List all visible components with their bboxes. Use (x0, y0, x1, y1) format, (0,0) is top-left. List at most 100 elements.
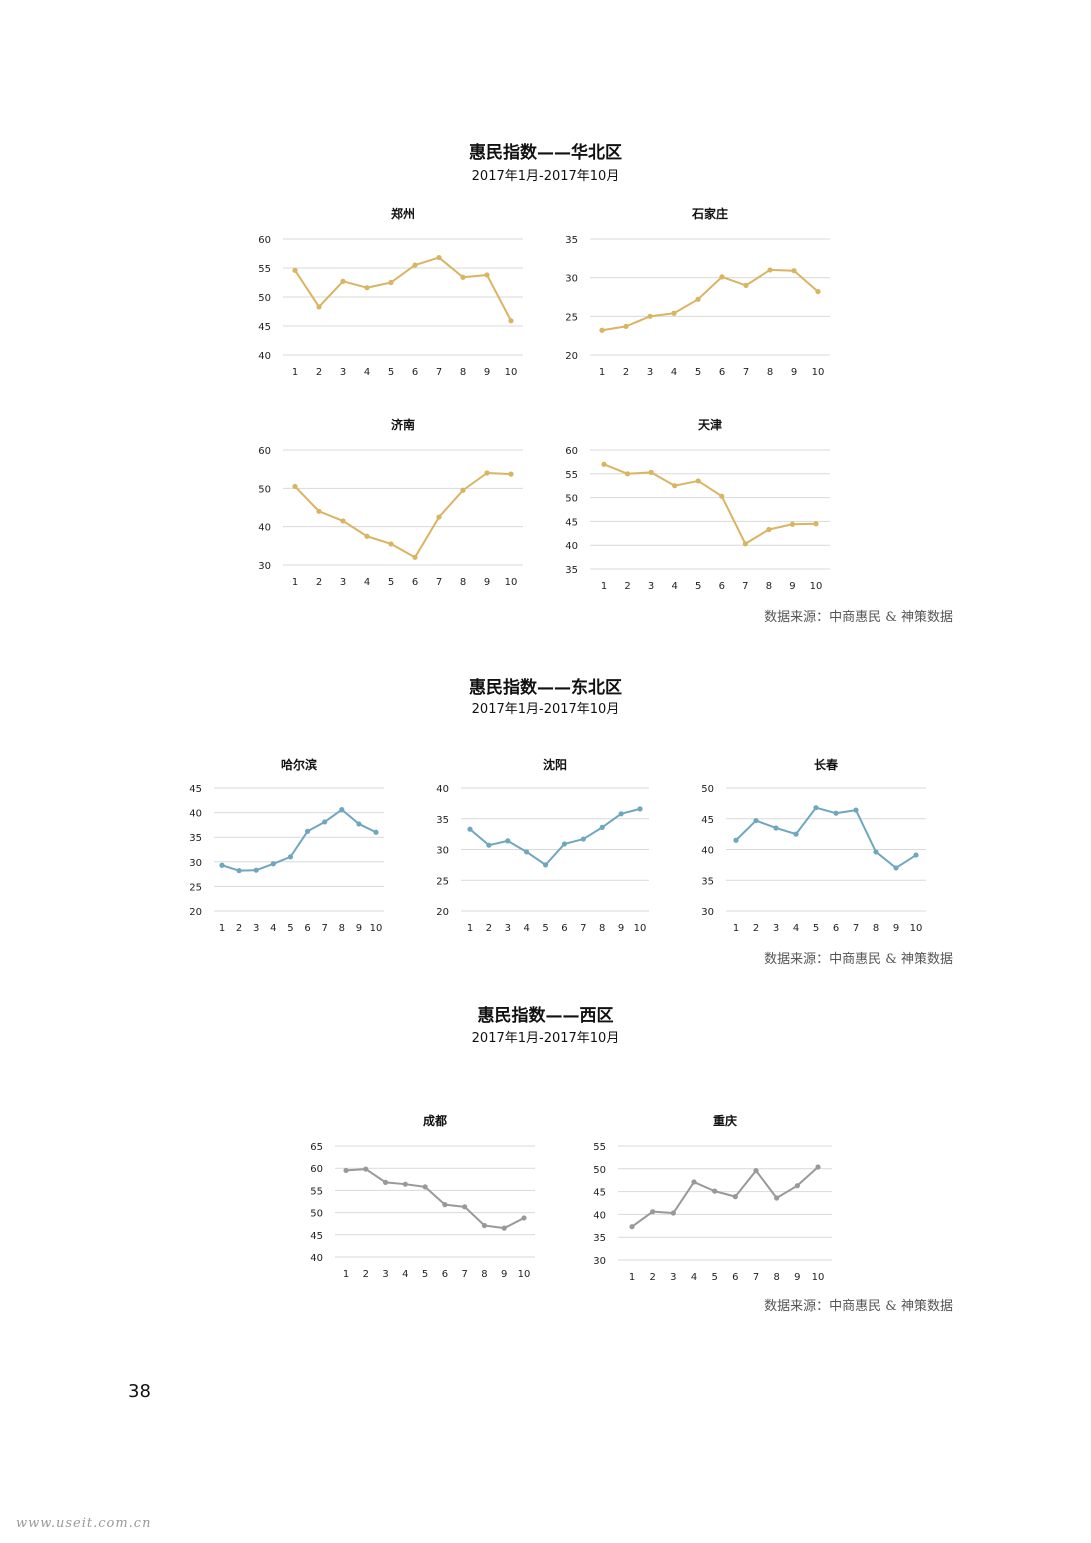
data-point (484, 470, 490, 476)
data-point (322, 819, 328, 825)
data-point (402, 1181, 408, 1187)
data-point (695, 296, 701, 302)
x-tick-label: 3 (647, 367, 653, 378)
data-point (913, 852, 919, 858)
section-title-northeast: 惠民指数——东北区 (469, 678, 622, 698)
x-tick-label: 2 (624, 581, 630, 592)
data-point (695, 478, 701, 484)
y-tick-label: 40 (565, 541, 578, 552)
data-point (670, 1210, 676, 1216)
data-point (316, 508, 322, 514)
y-tick-label: 50 (593, 1165, 606, 1176)
x-tick-label: 2 (486, 923, 492, 934)
x-tick-label: 1 (292, 577, 298, 588)
x-tick-label: 9 (893, 923, 899, 934)
x-tick-label: 6 (412, 577, 418, 588)
data-point (672, 483, 678, 489)
data-point (521, 1215, 527, 1221)
data-point (505, 838, 511, 844)
x-tick-label: 8 (599, 923, 605, 934)
y-tick-label: 45 (310, 1231, 323, 1242)
x-tick-label: 9 (356, 923, 362, 934)
y-tick-label: 45 (189, 784, 202, 795)
data-point (412, 554, 418, 560)
y-tick-label: 30 (565, 274, 578, 285)
x-tick-label: 3 (253, 923, 259, 934)
x-tick-label: 6 (719, 367, 725, 378)
data-point (316, 304, 322, 310)
y-tick-label: 55 (593, 1142, 606, 1153)
series-line (345, 1168, 525, 1230)
x-tick-label: 3 (505, 923, 511, 934)
data-point (753, 817, 759, 824)
data-point (412, 262, 418, 268)
chart-title: 沈阳 (543, 757, 567, 772)
x-tick-label: 7 (743, 367, 749, 378)
y-tick-label: 40 (593, 1210, 606, 1221)
x-tick-label: 3 (340, 577, 346, 588)
x-tick-label: 1 (599, 367, 605, 378)
series-line (294, 256, 512, 322)
data-point (442, 1202, 448, 1208)
chart-title: 成都 (423, 1113, 447, 1128)
x-tick-label: 4 (270, 923, 276, 934)
data-point (373, 829, 379, 835)
x-tick-label: 1 (292, 367, 298, 378)
y-tick-label: 50 (258, 293, 271, 304)
data-point (236, 868, 242, 874)
x-tick-label: 9 (484, 577, 490, 588)
data-point (623, 323, 629, 329)
section-title-north: 惠民指数——华北区 (469, 143, 622, 163)
x-tick-label: 3 (340, 367, 346, 378)
x-tick-label: 7 (436, 367, 442, 378)
x-tick-label: 2 (316, 577, 322, 588)
x-tick-label: 2 (649, 1272, 655, 1283)
x-tick-label: 10 (634, 923, 647, 934)
x-tick-label: 2 (236, 923, 242, 934)
y-tick-label: 45 (701, 815, 714, 826)
y-tick-label: 50 (565, 494, 578, 505)
y-tick-label: 50 (701, 784, 714, 795)
y-tick-label: 25 (565, 312, 578, 323)
data-point (462, 1204, 468, 1210)
section-subtitle-northeast: 2017年1月-2017年10月 (471, 702, 620, 717)
data-point (853, 807, 859, 813)
data-point (599, 824, 605, 830)
x-tick-label: 4 (364, 367, 370, 378)
y-tick-label: 35 (565, 235, 578, 246)
x-tick-label: 4 (523, 923, 529, 934)
data-point (343, 1167, 349, 1174)
y-tick-label: 55 (310, 1186, 323, 1197)
data-point (542, 862, 549, 868)
data-point (833, 810, 839, 816)
data-point (508, 318, 514, 324)
chart-shenyang: 沈阳 20 25 30 35 40 1 2 3 4 5 6 7 8 9 10 (436, 757, 649, 934)
y-tick-label: 20 (189, 907, 202, 918)
x-tick-label: 5 (388, 367, 394, 378)
x-tick-label: 7 (321, 923, 327, 934)
x-tick-label: 9 (794, 1272, 800, 1283)
data-point (484, 272, 490, 278)
x-tick-label: 9 (618, 923, 624, 934)
x-tick-label: 9 (791, 367, 797, 378)
chart-title: 郑州 (391, 206, 415, 221)
data-point (648, 469, 654, 475)
data-point (719, 274, 725, 280)
data-point (388, 541, 394, 547)
series-line (221, 808, 377, 872)
series-line (603, 463, 817, 545)
data-point (813, 805, 819, 811)
section-subtitle-west: 2017年1月-2017年10月 (471, 1031, 620, 1046)
data-point (774, 1195, 780, 1201)
data-point (422, 1184, 428, 1190)
data-point (253, 867, 259, 873)
data-point (791, 268, 797, 274)
data-point (436, 514, 442, 520)
x-tick-label: 4 (671, 367, 677, 378)
data-point (767, 267, 773, 273)
chart-title: 石家庄 (691, 206, 728, 221)
